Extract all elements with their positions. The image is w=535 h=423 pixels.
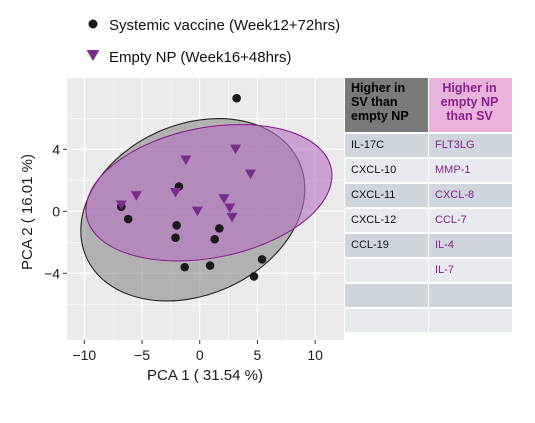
legend-marker-empty-np xyxy=(86,50,100,61)
header-right-line: than SV xyxy=(446,109,493,123)
header-left-line: Higher in xyxy=(351,81,406,95)
np-cytokine-cell xyxy=(429,309,512,332)
x-tick-label: 5 xyxy=(254,347,262,363)
table-row: CCL-19 IL-4 xyxy=(345,234,512,257)
systemic-vaccine-point xyxy=(171,233,180,242)
table-header: Higher in SV than empty NP Higher in emp… xyxy=(345,78,512,132)
empty-np-point xyxy=(130,191,142,201)
empty-np-point xyxy=(245,169,257,180)
systemic-vaccine-point xyxy=(180,262,190,272)
x-tick-label: 0 xyxy=(196,347,204,363)
x-tick-label: −5 xyxy=(134,347,150,363)
x-axis-title: PCA 1 ( 31.54 %) xyxy=(147,367,263,384)
table-row: CXCL-10 MMP-1 xyxy=(345,159,512,182)
empty-np-point xyxy=(191,206,203,217)
sv-cytokine-cell xyxy=(345,259,429,282)
header-higher-in-empty-np: Higher in empty NP than SV xyxy=(429,78,512,132)
table-row xyxy=(345,284,512,307)
header-left-line: SV than xyxy=(351,95,398,109)
y-tick-label: 4 xyxy=(52,141,60,157)
sv-cytokine-cell: CXCL-10 xyxy=(345,159,429,182)
legend-label-systemic-vaccine: Systemic vaccine (Week12+72hrs) xyxy=(109,17,340,34)
legend: Systemic vaccine (Week12+72hrs) Empty NP… xyxy=(86,17,340,66)
sv-cytokine-cell: CXCL-11 xyxy=(345,184,429,207)
empty-np-point xyxy=(169,188,181,198)
systemic-vaccine-point xyxy=(210,234,220,244)
np-cytokine-cell: IL-7 xyxy=(429,259,512,282)
systemic-vaccine-point xyxy=(123,214,133,224)
empty-np-point xyxy=(224,203,236,214)
systemic-vaccine-point xyxy=(249,272,259,281)
legend-marker-systemic-vaccine xyxy=(88,19,98,29)
table-row: CXCL-12 CCL-7 xyxy=(345,209,512,232)
np-cytokine-cell: MMP-1 xyxy=(429,159,512,182)
np-cytokine-cell xyxy=(429,284,512,307)
empty-np-point xyxy=(115,200,127,211)
systemic-vaccine-point xyxy=(232,93,241,103)
comparison-table: Higher in SV than empty NP Higher in emp… xyxy=(345,78,512,332)
header-higher-in-sv: Higher in SV than empty NP xyxy=(345,78,429,132)
x-tick-label: −10 xyxy=(72,347,96,363)
sv-cytokine-cell xyxy=(345,309,429,332)
np-cytokine-cell: IL-4 xyxy=(429,234,512,257)
systemic-vaccine-point xyxy=(172,220,181,230)
systemic-vaccine-point xyxy=(205,261,215,270)
empty-np-ellipse xyxy=(85,123,333,262)
empty-np-point xyxy=(218,194,230,204)
sv-cytokine-cell: CXCL-12 xyxy=(345,209,429,232)
np-cytokine-cell: CCL-7 xyxy=(429,209,512,232)
axis-ticks: −10 −5 0 5 10 −4 0 4 xyxy=(44,141,323,363)
x-tick-label: 10 xyxy=(307,347,323,363)
header-right-line: empty NP xyxy=(440,95,499,109)
table-row: IL-17C FLT3LG xyxy=(345,134,512,157)
y-axis-title: PCA 2 ( 16.01 %) xyxy=(19,154,36,270)
confidence-ellipses xyxy=(80,118,333,302)
systemic-vaccine-point xyxy=(215,224,224,233)
sv-cytokine-cell: CCL-19 xyxy=(345,234,429,257)
y-tick-label: −4 xyxy=(44,265,60,281)
empty-np-point xyxy=(230,144,242,155)
header-right-line: Higher in xyxy=(442,81,497,95)
data-points xyxy=(115,93,267,281)
np-cytokine-cell: FLT3LG xyxy=(429,134,512,157)
empty-np-point xyxy=(180,155,192,166)
header-left-line: empty NP xyxy=(351,109,409,123)
systemic-vaccine-point xyxy=(257,255,267,264)
table-row: CXCL-11 CXCL-8 xyxy=(345,184,512,207)
table-row xyxy=(345,309,512,332)
sv-cytokine-cell: IL-17C xyxy=(345,134,429,157)
y-tick-label: 0 xyxy=(52,203,60,219)
empty-np-point xyxy=(226,212,238,223)
legend-label-empty-np: Empty NP (Week16+48hrs) xyxy=(109,49,291,66)
table-row: IL-7 xyxy=(345,259,512,282)
np-cytokine-cell: CXCL-8 xyxy=(429,184,512,207)
sv-cytokine-cell xyxy=(345,284,429,307)
